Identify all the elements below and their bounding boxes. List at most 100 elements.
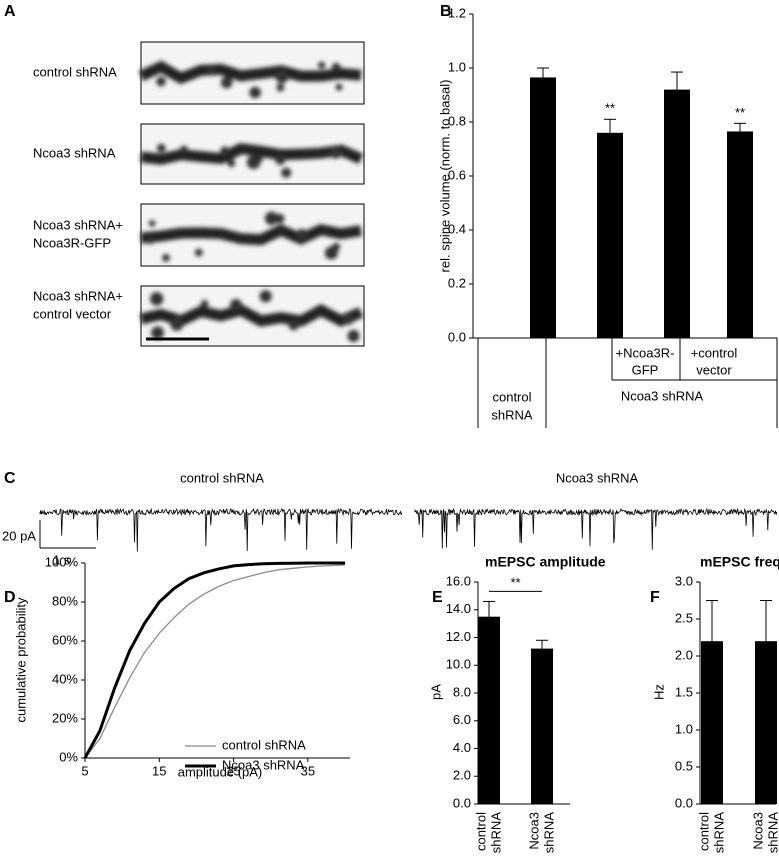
error-bar	[536, 639, 548, 649]
spine	[206, 65, 216, 74]
y-tick-label: 20%	[52, 710, 78, 725]
spine	[170, 317, 184, 331]
y-tick-label: 80%	[52, 593, 78, 608]
x-tick-label: Ncoa3	[750, 812, 765, 850]
spine	[296, 228, 308, 241]
chart-title: mEPSC amplitude	[485, 554, 606, 570]
y-tick-label: 8.0	[453, 684, 471, 699]
bar	[727, 131, 753, 338]
scale-label: 1 s	[53, 552, 71, 567]
bar	[531, 648, 553, 804]
dendrite	[140, 143, 364, 178]
x-tick-label: vector	[696, 362, 732, 377]
y-tick-label: 2.5	[675, 610, 693, 625]
panel-label: A	[4, 3, 16, 20]
legend-label: Ncoa3 shRNA	[222, 757, 305, 772]
spine	[331, 242, 341, 252]
panel-label: D	[4, 589, 16, 606]
spine	[220, 146, 230, 155]
y-tick-label: 0.2	[448, 275, 466, 290]
trace-label: control shRNA	[180, 470, 264, 485]
spine	[151, 326, 165, 340]
y-tick-label: 1.0	[675, 721, 693, 736]
y-tick-label: 1.5	[675, 684, 693, 699]
x-tick-label: 35	[301, 763, 315, 778]
spine	[331, 62, 341, 72]
x-tick-label: shRNA	[765, 812, 779, 854]
x-tick-label: shRNA	[491, 407, 533, 422]
y-tick-label: 2.0	[453, 768, 471, 783]
y-axis-label: pA	[428, 684, 443, 700]
line-series	[84, 564, 346, 759]
spine	[246, 155, 261, 170]
x-tick-label: Ncoa3	[526, 812, 541, 850]
spine	[200, 299, 209, 308]
x-tick-label: +control	[691, 345, 738, 360]
dendrite	[139, 290, 364, 343]
panel-label: E	[432, 589, 443, 606]
bar	[597, 132, 623, 338]
error-bar	[760, 600, 772, 642]
bar	[530, 77, 556, 338]
dendrite-shaft	[140, 143, 364, 165]
y-tick-label: 40%	[52, 671, 78, 686]
error-bar	[537, 67, 549, 78]
spine	[276, 83, 285, 92]
trace	[414, 507, 778, 550]
spine	[318, 61, 326, 69]
spine	[275, 154, 286, 165]
y-tick-label: 0.0	[448, 329, 466, 344]
spine	[329, 145, 343, 159]
bar	[478, 616, 500, 804]
legend-label: control shRNA	[222, 737, 306, 752]
error-bar	[604, 118, 616, 133]
error-bar	[706, 600, 718, 642]
x-tick-label: GFP	[632, 362, 659, 377]
y-axis-label: rel. spine volume (norm. to basal)	[437, 80, 452, 273]
bar	[664, 89, 690, 338]
chart-title: mEPSC frequency	[700, 554, 779, 570]
spine	[347, 329, 360, 343]
significance: **	[735, 105, 745, 120]
spine	[264, 211, 279, 226]
line-series	[83, 561, 345, 759]
y-tick-label: 14.0	[446, 601, 471, 616]
y-tick-label: 10.0	[446, 657, 471, 672]
image-label: Ncoa3 shRNA+	[33, 217, 123, 232]
significance: **	[510, 575, 520, 590]
y-tick-label: 0.0	[453, 795, 471, 810]
dendrite	[140, 211, 362, 262]
dendrite-shaft	[140, 224, 362, 246]
y-tick-label: 0.4	[448, 221, 466, 236]
x-tick-label: 25	[226, 763, 240, 778]
traces	[39, 507, 778, 552]
spine	[288, 320, 299, 331]
spine	[275, 69, 289, 84]
y-tick-label: 16.0	[446, 573, 471, 588]
spine	[227, 159, 236, 168]
x-tick-label: control	[492, 389, 531, 404]
x-tick-label: control	[473, 812, 488, 851]
image-label: control vector	[33, 306, 112, 321]
y-tick-label: 2.0	[675, 647, 693, 662]
spine	[230, 299, 242, 311]
image-label: Ncoa3 shRNA+	[33, 288, 123, 303]
y-tick-label: 0.5	[675, 758, 693, 773]
y-axis-label: Hz	[651, 684, 666, 700]
y-tick-label: 1.0	[448, 59, 466, 74]
y-tick-label: 6.0	[453, 712, 471, 727]
image-label: Ncoa3R-GFP	[33, 235, 111, 250]
spine	[162, 253, 170, 262]
spine	[156, 143, 166, 153]
x-tick-label: +Ncoa3R-	[616, 345, 675, 360]
x-tick-label: 15	[152, 763, 166, 778]
x-axis-label: amplitude (pA)	[178, 764, 263, 779]
spine	[148, 220, 156, 227]
panel-label: B	[440, 3, 452, 20]
spine	[220, 76, 233, 89]
x-tick-label: shRNA	[488, 812, 503, 854]
spine	[194, 248, 203, 257]
micrographs	[138, 41, 365, 347]
spine	[156, 76, 166, 87]
y-tick-label: 0.8	[448, 113, 466, 128]
